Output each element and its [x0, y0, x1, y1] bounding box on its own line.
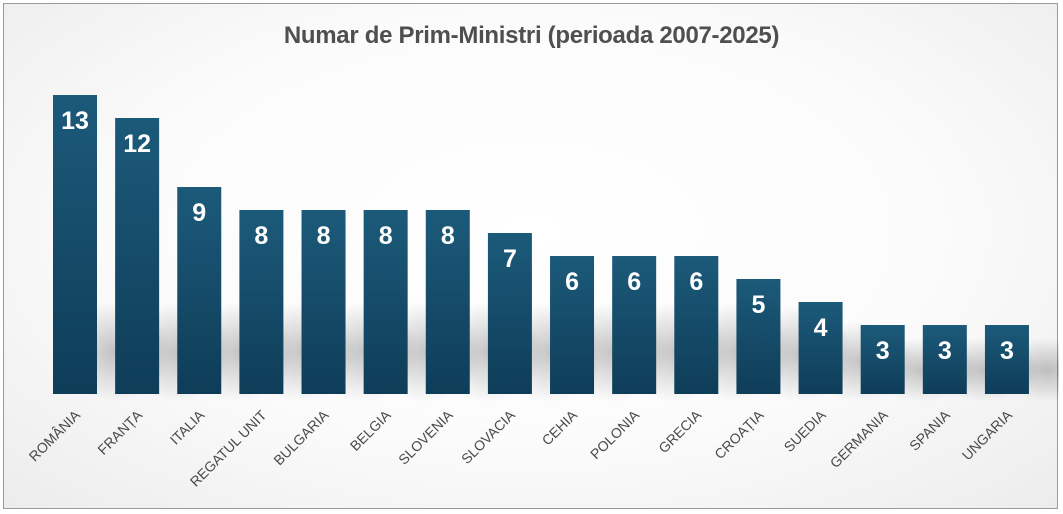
- bar-croatia: [736, 279, 781, 394]
- value-label-slovenia: 8: [441, 222, 455, 250]
- value-label-spania: 3: [938, 337, 952, 365]
- bar-slovacia: [487, 233, 532, 394]
- bar-belgia: [363, 210, 408, 394]
- bar-germania: [860, 325, 905, 394]
- value-label-slovacia: 7: [503, 245, 517, 273]
- value-labels: 13 12 9 8 8 8 8 7 6 6 6 5 4 3 3 3: [61, 107, 1014, 365]
- bar-ungaria: [984, 325, 1029, 394]
- category-label-suedia: SUEDIA: [781, 406, 830, 455]
- bar-regatul-unit: [239, 210, 284, 394]
- bar-bulgaria: [301, 210, 346, 394]
- category-label-bulgaria: BULGARIA: [270, 406, 332, 468]
- value-label-suedia: 4: [814, 314, 828, 342]
- bar-romania: [53, 95, 97, 394]
- bar-spania: [922, 325, 967, 394]
- category-label-belgia: BELGIA: [347, 406, 395, 454]
- value-label-franta: 12: [123, 130, 151, 158]
- value-label-italia: 9: [192, 199, 206, 227]
- category-label-franta: FRANȚA: [94, 406, 145, 457]
- value-label-polonia: 6: [627, 268, 641, 296]
- bar-polonia: [612, 256, 657, 394]
- category-label-spania: SPANIA: [906, 406, 953, 453]
- category-label-grecia: GRECIA: [655, 406, 705, 456]
- category-label-polonia: POLONIA: [587, 406, 643, 462]
- category-label-slovenia: SLOVENIA: [395, 406, 456, 467]
- value-label-cehia: 6: [565, 268, 579, 296]
- category-label-ungaria: UNGARIA: [959, 406, 1016, 463]
- value-label-regatul-unit: 8: [254, 222, 268, 250]
- bar-slovenia: [425, 210, 470, 394]
- bar-italia: [177, 187, 222, 394]
- category-label-romania: ROMÂNIA: [26, 406, 84, 464]
- value-label-croatia: 5: [751, 291, 765, 319]
- bars: [53, 95, 1029, 394]
- value-label-germania: 3: [876, 337, 890, 365]
- value-label-belgia: 8: [379, 222, 393, 250]
- category-label-croatia: CROAȚIA: [711, 406, 767, 462]
- chart-frame: Numar de Prim-Ministri (perioada 2007-20…: [3, 3, 1059, 509]
- chart-title: Numar de Prim-Ministri (perioada 2007-20…: [283, 22, 780, 49]
- value-label-grecia: 6: [689, 268, 703, 296]
- category-label-slovacia: SLOVACIA: [458, 406, 519, 467]
- category-label-germania: GERMANIA: [827, 406, 892, 471]
- category-label-italia: ITALIA: [167, 406, 208, 447]
- bar-cehia: [550, 256, 595, 394]
- bar-grecia: [674, 256, 719, 394]
- bar-suedia: [798, 302, 843, 394]
- value-label-bulgaria: 8: [317, 222, 331, 250]
- value-label-ungaria: 3: [1000, 337, 1014, 365]
- category-label-cehia: CEHIA: [539, 406, 581, 448]
- bar-franta: [115, 118, 160, 394]
- value-label-romania: 13: [61, 107, 89, 135]
